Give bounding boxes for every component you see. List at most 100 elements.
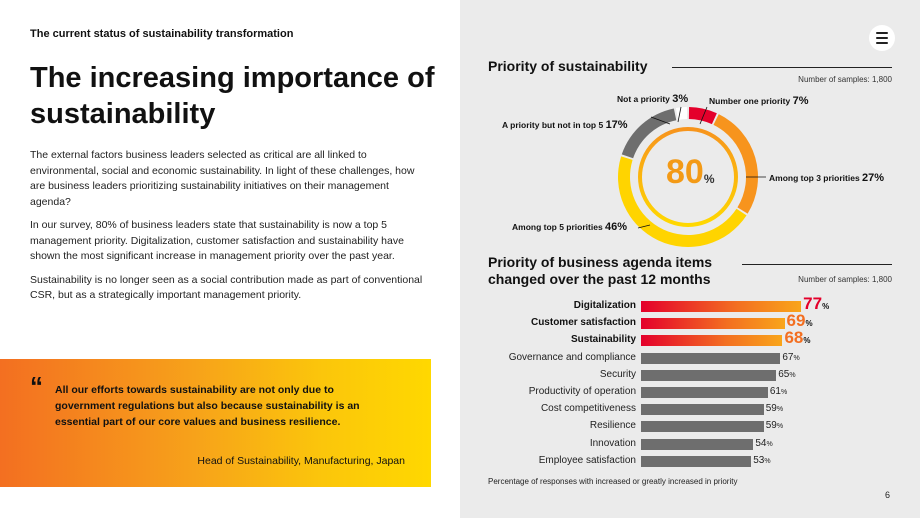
bar-row: Innovation 54% [460, 436, 920, 453]
bar-row: Sustainability 68% [460, 328, 920, 349]
donut-center-value: 80% [666, 155, 715, 196]
bar-value-label: 67% [782, 352, 799, 363]
section-kicker: The current status of sustainability tra… [30, 28, 294, 40]
paragraph: Sustainability is no longer seen as a so… [30, 273, 423, 302]
right-panel: Priority of sustainability Number of sam… [460, 0, 920, 518]
label-value: 3% [672, 93, 689, 105]
hamburger-menu-icon[interactable] [869, 25, 895, 51]
sample-count: Number of samples: 1,800 [798, 75, 892, 84]
leader-line [699, 106, 708, 125]
bar-value-number: 69 [786, 311, 806, 331]
bar-value-label: 59% [766, 403, 783, 414]
bar-row: Employee satisfaction 53% [460, 453, 920, 470]
label-value: 17% [605, 119, 628, 131]
label-text: Number one priority [709, 96, 793, 106]
title-rule [742, 264, 892, 265]
bar [641, 387, 768, 398]
bar-row: Digitalization 77% [460, 294, 920, 315]
bar-value-label: 61% [770, 386, 787, 397]
bar-value-unit: % [805, 319, 813, 329]
bar-value-unit: % [776, 406, 784, 414]
leader-line [637, 224, 651, 229]
bar-row: Cost competitiveness 59% [460, 401, 920, 418]
bar-value-number: 77 [803, 294, 823, 313]
bar-value-number: 59 [765, 420, 777, 432]
label-text: Among top 5 priorities [512, 222, 606, 232]
bar [641, 369, 777, 381]
bar-category-label: Cost competitiveness [540, 403, 636, 415]
donut-label-top5: Among top 5 priorities 46% [512, 221, 627, 233]
bar-row: Resilience 59% [460, 418, 920, 435]
title-rule [672, 67, 892, 68]
bar-category-label: Employee satisfaction [538, 454, 636, 466]
inner-ring [638, 127, 738, 227]
bar-value-number: 59 [765, 403, 777, 415]
bar-value-number: 53 [753, 454, 765, 466]
page-number: 6 [884, 490, 890, 500]
bar-category-label: Customer satisfaction [530, 317, 636, 329]
bar-chart-title-line: Priority of business agenda items [488, 254, 713, 270]
bar-value-number: 67 [782, 351, 794, 363]
bar-category-label: Innovation [589, 437, 636, 449]
leader-line [650, 116, 671, 125]
bar-value-label: 59% [766, 420, 783, 431]
bar-value-number: 54 [755, 437, 767, 449]
donut-svg [618, 106, 766, 248]
bar-value-label: 54% [755, 438, 772, 449]
label-text: Not a priority [617, 94, 673, 104]
bar [641, 455, 752, 467]
quote-mark-icon: “ [30, 371, 43, 401]
bar-category-label: Security [599, 368, 636, 380]
quote-text: All our efforts towards sustainability a… [55, 384, 360, 428]
bar-value-label: 69% [787, 311, 813, 331]
bar [641, 438, 754, 450]
bar-category-label: Sustainability [570, 334, 636, 346]
label-value: 27% [862, 172, 885, 184]
slice-not-priority [675, 107, 688, 120]
bar-row: Customer satisfaction 69% [460, 311, 920, 332]
leader-line [677, 106, 682, 123]
bar-category-label: Governance and compliance [508, 351, 636, 363]
bar-category-label: Digitalization [573, 300, 636, 311]
bar [641, 318, 785, 330]
bar-value-unit: % [803, 336, 811, 346]
bar-category-label: Resilience [589, 420, 636, 432]
bar [641, 421, 764, 433]
bar-chart-title-line: changed over the past 12 months [488, 271, 711, 287]
menu-line [876, 37, 888, 39]
label-text: A priority but not in top 5 [502, 120, 606, 130]
label-value: 46% [605, 221, 628, 233]
donut-label-top3: Among top 3 priorities 27% [769, 172, 884, 184]
label-value: 7% [792, 95, 809, 107]
paragraph: In our survey, 80% of business leaders s… [30, 219, 404, 262]
donut-label-not-top5: A priority but not in top 5 17% [502, 119, 628, 131]
menu-line [876, 42, 888, 44]
slice-top-3 [713, 114, 758, 214]
center-unit: % [703, 172, 715, 186]
bar-value-number: 61 [769, 386, 781, 397]
donut-chart-title: Priority of sustainability [488, 58, 648, 74]
bar [641, 404, 764, 416]
bar-row: Security 65% [460, 367, 920, 384]
slice-top-5 [618, 156, 747, 248]
donut-label-number-one: Number one priority 7% [709, 95, 809, 107]
menu-line [876, 32, 888, 34]
bar-row: Governance and compliance 67% [460, 350, 920, 367]
donut-chart: 80% Not a priority 3% Number one priorit… [460, 0, 920, 250]
bar-value-unit: % [793, 354, 800, 362]
bar-value-label: 53% [753, 455, 770, 466]
bar-chart-title: Priority of business agenda items change… [488, 254, 712, 288]
bar [641, 352, 781, 364]
bar-value-unit: % [822, 302, 830, 311]
bar-value-unit: % [776, 423, 784, 431]
bar [641, 301, 802, 312]
bar-value-label: 68% [784, 328, 810, 348]
slice-number-one [688, 107, 717, 125]
bar-value-number: 65 [778, 368, 790, 380]
bar-value-label: 77% [803, 294, 829, 314]
bar-value-number: 68 [784, 328, 804, 348]
bar-value-unit: % [766, 440, 773, 448]
bar-value-unit: % [789, 371, 796, 379]
body-text: The external factors business leaders se… [30, 148, 432, 312]
bar-value-label: 65% [778, 369, 795, 380]
